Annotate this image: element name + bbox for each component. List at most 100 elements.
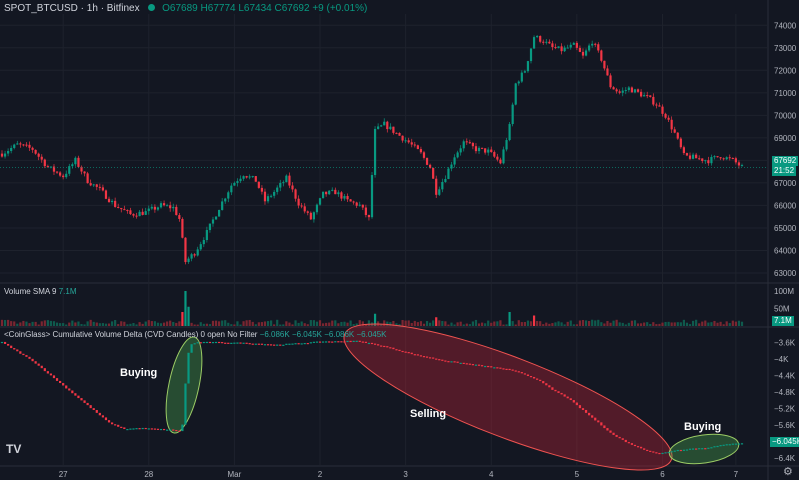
price-candle-body-171 (523, 71, 526, 73)
price-candle-body-183 (560, 46, 563, 52)
cvd-candle-224 (685, 449, 689, 451)
cvd-tick-label-7: −6.4K (774, 454, 796, 463)
cvd-candle-215 (658, 452, 661, 455)
cvd-candle-168 (514, 370, 517, 372)
price-tick-label-3: 66000 (774, 201, 797, 210)
price-candle-body-150 (459, 148, 462, 153)
volume-bar-41 (126, 324, 129, 326)
volume-bar-114 (349, 320, 352, 326)
cvd-candle-82 (251, 343, 254, 345)
volume-bar-34 (104, 323, 108, 326)
volume-bar-53 (162, 322, 166, 326)
volume-bar-181 (554, 322, 557, 326)
cvd-candle-212 (649, 450, 652, 452)
symbol-title[interactable]: SPOT_BTCUSD · 1h · Bitfinex (4, 3, 140, 14)
price-candle-body-2 (7, 151, 10, 154)
settings-gear-icon[interactable]: ⚙ (783, 466, 793, 478)
volume-bar-196 (600, 322, 603, 326)
volume-bar-128 (392, 320, 395, 326)
price-candle-body-162 (496, 156, 499, 160)
volume-pane-label[interactable]: Volume SMA 9 7.1M (4, 287, 77, 296)
price-candle-body-47 (144, 211, 147, 215)
price-candle-body-24 (74, 157, 77, 165)
price-candle-body-109 (334, 189, 337, 195)
price-candle-body-107 (328, 190, 331, 195)
time-tick-label-6: 5 (575, 470, 580, 479)
price-candle-body-53 (162, 203, 166, 206)
cvd-candle-173 (529, 375, 533, 378)
price-candle-body-10 (31, 147, 34, 150)
cvd-candle-199 (609, 430, 612, 433)
price-candle-body-211 (646, 95, 649, 97)
volume-bar-52 (159, 323, 163, 326)
cvd-candle-209 (639, 446, 643, 449)
cvd-candle-158 (484, 365, 487, 368)
cvd-candle-240 (734, 443, 737, 445)
cvd-candle-140 (428, 357, 432, 359)
cvd-candle-38 (117, 424, 120, 427)
volume-bar-105 (321, 323, 325, 326)
price-candle-body-194 (594, 43, 597, 45)
price-candle-body-49 (150, 206, 153, 209)
cvd-candle-100 (306, 342, 309, 345)
cvd-candle-29 (89, 405, 92, 409)
price-candle-body-114 (349, 199, 352, 202)
cvd-candle-110 (337, 341, 340, 343)
cvd-candle-4 (13, 348, 16, 350)
volume-bar-177 (542, 324, 545, 326)
volume-bar-167 (511, 321, 514, 326)
cvd-candle-172 (526, 374, 530, 376)
price-candle-body-189 (578, 47, 582, 52)
price-candle-body-200 (612, 87, 615, 90)
cvd-candle-54 (166, 429, 169, 431)
price-candle-body-11 (34, 149, 37, 154)
price-candle-body-76 (233, 182, 236, 186)
cvd-candle-69 (211, 341, 215, 344)
price-candle-body-92 (282, 182, 285, 184)
price-candle-body-30 (92, 184, 95, 186)
volume-bar-104 (318, 320, 322, 326)
price-candle-body-165 (505, 140, 508, 150)
volume-bar-10 (31, 321, 34, 326)
tradingview-logo[interactable]: TV (6, 442, 22, 456)
volume-bar-93 (285, 321, 288, 326)
cvd-candle-145 (444, 360, 447, 362)
cvd-pane-label[interactable]: <CoinGlass> Cumulative Volume Delta (CVD… (4, 330, 387, 339)
cvd-candle-197 (603, 425, 606, 429)
cvd-candle-146 (447, 361, 450, 363)
volume-bar-75 (230, 324, 233, 326)
cvd-candle-123 (377, 344, 380, 346)
cvd-candle-193 (591, 415, 594, 418)
volume-bar-50 (153, 321, 156, 326)
volume-bar-74 (227, 322, 230, 326)
price-candle-body-97 (297, 198, 300, 206)
cvd-candle-108 (331, 341, 334, 343)
volume-bar-175 (536, 320, 539, 326)
cvd-candle-52 (159, 428, 163, 431)
volume-bar-108 (331, 320, 334, 326)
selling-highlight (343, 323, 673, 471)
volume-label: Volume SMA 9 (4, 287, 57, 296)
price-candle-body-135 (413, 144, 416, 146)
volume-bar-64 (196, 324, 199, 326)
volume-bar-151 (462, 324, 465, 326)
cvd-candle-192 (588, 412, 591, 416)
volume-bar-214 (655, 324, 658, 326)
cvd-candle-70 (214, 341, 218, 344)
price-candle-body-128 (392, 126, 395, 133)
cvd-candle-45 (138, 428, 141, 430)
volume-bar-71 (218, 321, 221, 326)
volume-bar-57 (175, 322, 178, 326)
cvd-candle-234 (716, 445, 719, 448)
price-candle-body-164 (502, 149, 505, 164)
price-candle-body-139 (425, 157, 429, 165)
cvd-candle-0 (0, 341, 4, 344)
cvd-candle-53 (162, 428, 166, 431)
volume-bar-13 (40, 321, 43, 326)
cvd-tick-label-5: −5.6K (774, 421, 796, 430)
price-candle-body-41 (126, 210, 129, 212)
volume-bar-242 (740, 321, 744, 326)
volume-bar-233 (713, 320, 716, 326)
volume-bar-7 (22, 320, 25, 326)
